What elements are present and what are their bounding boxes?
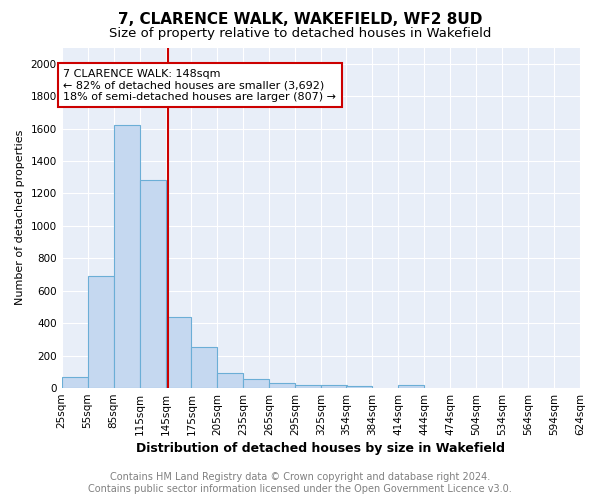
Bar xyxy=(346,386,373,388)
X-axis label: Distribution of detached houses by size in Wakefield: Distribution of detached houses by size … xyxy=(136,442,505,455)
Bar xyxy=(113,126,140,388)
Text: Contains HM Land Registry data © Crown copyright and database right 2024.
Contai: Contains HM Land Registry data © Crown c… xyxy=(88,472,512,494)
Text: 7 CLARENCE WALK: 148sqm
← 82% of detached houses are smaller (3,692)
18% of semi: 7 CLARENCE WALK: 148sqm ← 82% of detache… xyxy=(64,68,337,102)
Text: 7, CLARENCE WALK, WAKEFIELD, WF2 8UD: 7, CLARENCE WALK, WAKEFIELD, WF2 8UD xyxy=(118,12,482,28)
Bar xyxy=(269,383,295,388)
Bar xyxy=(62,376,88,388)
Bar xyxy=(244,379,269,388)
Bar xyxy=(217,374,244,388)
Y-axis label: Number of detached properties: Number of detached properties xyxy=(15,130,25,306)
Bar xyxy=(191,346,217,388)
Bar xyxy=(398,385,424,388)
Bar xyxy=(88,276,113,388)
Bar xyxy=(166,316,191,388)
Text: Size of property relative to detached houses in Wakefield: Size of property relative to detached ho… xyxy=(109,28,491,40)
Bar xyxy=(295,385,321,388)
Bar xyxy=(140,180,166,388)
Bar xyxy=(321,385,347,388)
